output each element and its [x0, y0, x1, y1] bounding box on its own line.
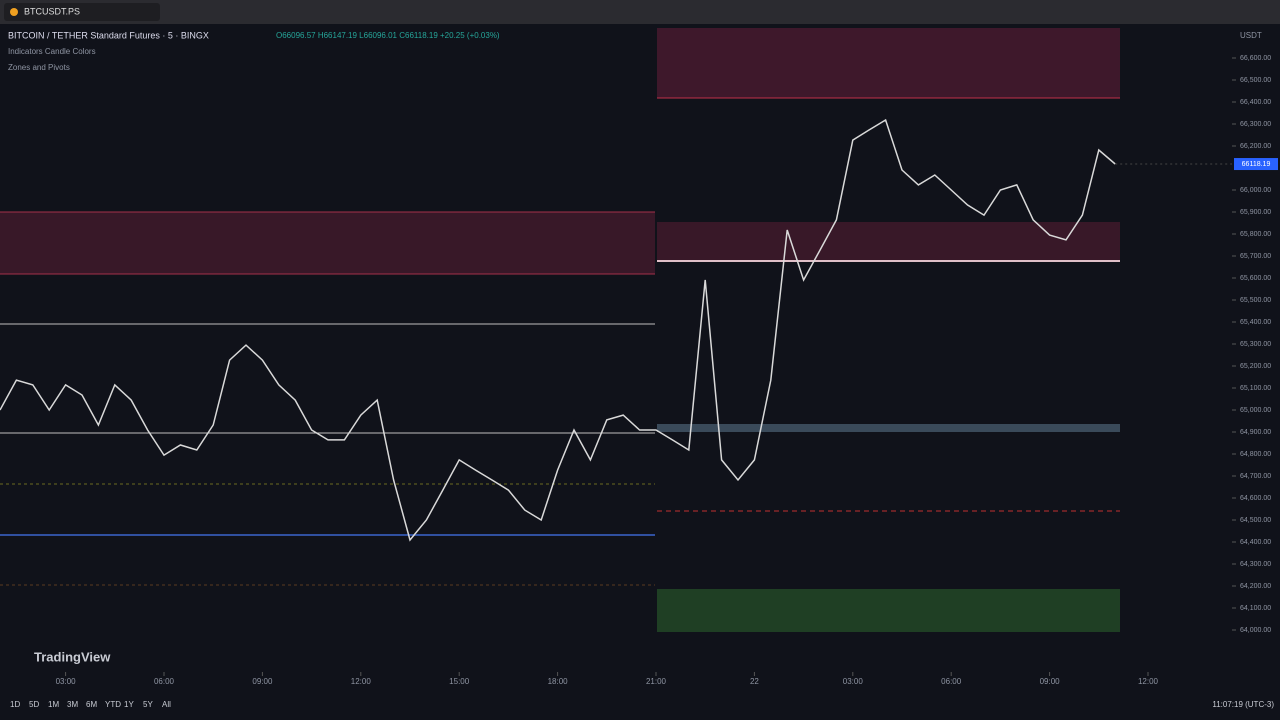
- chart-area: [0, 24, 1280, 696]
- range-button[interactable]: 3M: [67, 700, 78, 709]
- range-button[interactable]: 5Y: [143, 700, 153, 709]
- x-tick-label: 03:00: [843, 677, 864, 686]
- y-tick-label: 66,000.00: [1240, 187, 1271, 194]
- x-tick-label: 06:00: [941, 677, 962, 686]
- supply-zone: [657, 222, 1120, 262]
- x-tick-label: 21:00: [646, 677, 667, 686]
- x-tick-label: 12:00: [1138, 677, 1159, 686]
- range-button[interactable]: 1M: [48, 700, 59, 709]
- y-tick-label: 64,200.00: [1240, 583, 1271, 590]
- last-price: 66118.19: [1242, 161, 1271, 168]
- range-button[interactable]: 1D: [10, 700, 20, 709]
- x-tick-label: 18:00: [548, 677, 569, 686]
- y-tick-label: 64,900.00: [1240, 429, 1271, 436]
- x-tick-label: 09:00: [1040, 677, 1061, 686]
- title-bar: [0, 0, 1280, 24]
- tab-icon: [10, 8, 18, 16]
- y-tick-label: 65,100.00: [1240, 385, 1271, 392]
- y-tick-label: 66,400.00: [1240, 99, 1271, 106]
- last-price-tag: [1234, 158, 1278, 171]
- range-button[interactable]: All: [162, 700, 171, 709]
- y-tick-label: 65,900.00: [1240, 209, 1271, 216]
- y-tick-label: 66,500.00: [1240, 77, 1271, 84]
- y-tick-label: 65,500.00: [1240, 297, 1271, 304]
- y-tick-label: 65,800.00: [1240, 231, 1271, 238]
- x-tick-label: 06:00: [154, 677, 175, 686]
- bottom-toolbar: [0, 694, 1280, 720]
- y-tick-label: 64,000.00: [1240, 627, 1271, 634]
- y-tick-label: 64,500.00: [1240, 517, 1271, 524]
- y-tick-label: 64,100.00: [1240, 605, 1271, 612]
- range-button[interactable]: YTD: [105, 700, 121, 709]
- tab-title: BTCUSDT.PS: [24, 6, 80, 16]
- x-tick-label: 12:00: [351, 677, 372, 686]
- price-line: [0, 118, 1116, 542]
- indicator[interactable]: Indicators Candle Colors: [8, 47, 96, 56]
- price-axis: [1232, 24, 1280, 696]
- y-tick-label: 64,300.00: [1240, 561, 1271, 568]
- clock: 11:07:19 (UTC-3): [1212, 700, 1274, 709]
- symbol[interactable]: BITCOIN / TETHER Standard Futures · 5 · …: [8, 30, 209, 40]
- y-tick-label: 65,400.00: [1240, 319, 1271, 326]
- x-tick-label: 15:00: [449, 677, 470, 686]
- y-tick-label: 66,200.00: [1240, 143, 1271, 150]
- supply-zone: [0, 212, 655, 274]
- range-button[interactable]: 6M: [86, 700, 97, 709]
- y-tick-label: 65,200.00: [1240, 363, 1271, 370]
- range-button[interactable]: 5D: [29, 700, 39, 709]
- y-tick-label: 66,600.00: [1240, 55, 1271, 62]
- indicator[interactable]: Zones and Pivots: [8, 63, 70, 72]
- y-tick-label: 65,600.00: [1240, 275, 1271, 282]
- y-tick-label: 65,300.00: [1240, 341, 1271, 348]
- y-tick-label: 64,400.00: [1240, 539, 1271, 546]
- range-buttons: 1D 5D 1M 3M 6M YTD 1Y 5Y All: [10, 700, 171, 709]
- range-button[interactable]: 1Y: [124, 700, 134, 709]
- y-tick-label: 64,700.00: [1240, 473, 1271, 480]
- tab[interactable]: [4, 3, 160, 21]
- x-tick-label: 22: [750, 677, 759, 686]
- currency: USDT: [1240, 31, 1262, 40]
- supply-zone: [657, 28, 1120, 98]
- y-tick-label: 65,000.00: [1240, 407, 1271, 414]
- logo: TradingView: [34, 649, 111, 664]
- y-tick-label: 64,800.00: [1240, 451, 1271, 458]
- x-tick-label: 03:00: [56, 677, 77, 686]
- x-tick-label: 09:00: [252, 677, 273, 686]
- ohlc: O66096.57 H66147.19 L66096.01 C66118.19 …: [276, 31, 500, 40]
- y-tick-label: 66,300.00: [1240, 121, 1271, 128]
- demand-zone: [657, 589, 1120, 632]
- pivot-band: [657, 424, 1120, 432]
- y-tick-label: 64,600.00: [1240, 495, 1271, 502]
- y-tick-label: 65,700.00: [1240, 253, 1271, 260]
